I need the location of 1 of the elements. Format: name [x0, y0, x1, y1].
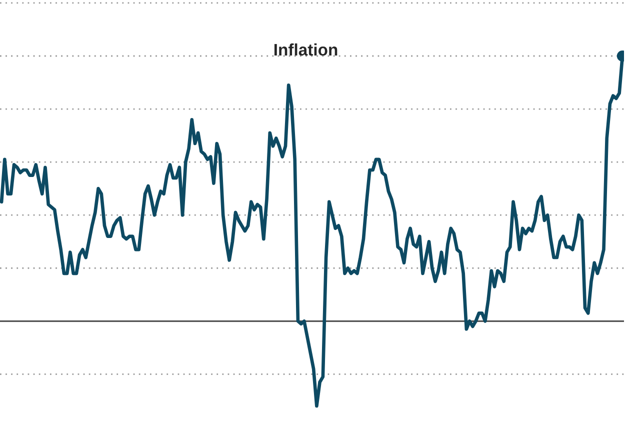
chart-title: Inflation — [274, 43, 338, 56]
